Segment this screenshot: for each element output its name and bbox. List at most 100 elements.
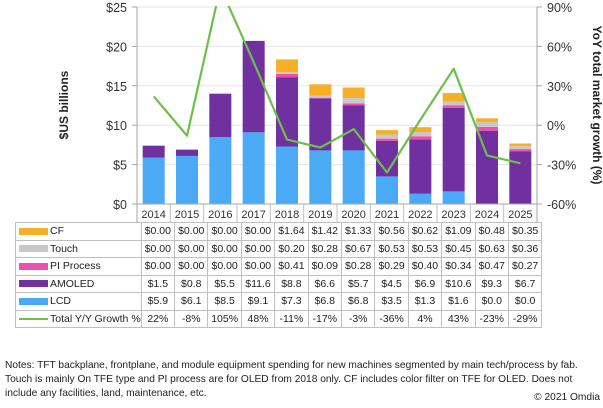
bar-amoled <box>309 98 332 151</box>
table-cell: $9.1 <box>240 292 276 311</box>
table-cell: $0.41 <box>274 257 309 276</box>
table-cell: $5.9 <box>140 292 176 311</box>
bar-amoled <box>442 107 465 192</box>
bar-pi-process <box>376 138 398 141</box>
table-cell: $6.8 <box>340 292 376 311</box>
bar-lcd <box>409 193 432 204</box>
table-cell: $10.6 <box>441 274 476 293</box>
y2-axis-title: YoY total market growth (%) <box>590 26 603 185</box>
bar-pi-process <box>409 136 432 140</box>
table-cell: $11.6 <box>240 274 276 293</box>
bar-lcd <box>176 155 198 204</box>
growth-line-path <box>152 6 521 174</box>
table-cell: $4.5 <box>374 274 409 293</box>
table-cell: 48% <box>240 309 276 328</box>
table-cell: $0.00 <box>240 257 276 276</box>
table-cell: $1.09 <box>441 222 476 241</box>
axes: $0 $5 $10 $15 $20 $25 -60% -30% 0% 30% 60% 90% 2014 2… <box>106 1 576 222</box>
table-cell: $7.3 <box>274 292 309 311</box>
legend-label: LCD <box>50 295 72 308</box>
table-cell: $0.53 <box>374 239 409 258</box>
table-cell: -36% <box>374 309 409 328</box>
table-cell: $0.0 <box>507 292 543 311</box>
table-cell: $5.7 <box>340 274 376 293</box>
x-tick-label: 2016 <box>208 209 232 221</box>
table-cell: $0.48 <box>474 222 509 241</box>
bar-amoled <box>509 151 532 204</box>
table-cell: $9.3 <box>474 274 509 293</box>
bar-touch <box>509 146 532 150</box>
table-cell: 22% <box>140 309 176 328</box>
legend-label: Touch <box>50 242 79 255</box>
legend-label: PI Process <box>50 260 101 273</box>
data-table: CF $0.00 $0.00 $0.00 $0.00 $1.64 $1.42 $1.33 $0.… <box>15 222 543 328</box>
bar-cf <box>476 118 498 123</box>
bar-touch <box>476 122 498 128</box>
table-cell: $1.5 <box>140 274 176 293</box>
bar-touch <box>276 72 298 74</box>
notes: Notes: TFT backplane, frontplane, and mo… <box>5 360 578 399</box>
table-cell: $0.00 <box>140 239 176 258</box>
table-cell: $0.00 <box>140 222 176 241</box>
bar-amoled <box>142 145 165 158</box>
table-cell: 43% <box>441 309 476 328</box>
legend-swatch <box>19 262 48 270</box>
table-cell: $3.5 <box>374 292 409 311</box>
table-cell: $0.34 <box>441 257 476 276</box>
table-cell: $0.00 <box>207 257 242 276</box>
bar-lcd <box>309 150 332 204</box>
y-axis-title: $US billions <box>57 70 71 139</box>
x-tick-label: 2024 <box>475 209 499 221</box>
x-tick-label: 2020 <box>341 209 365 221</box>
table-cell: -23% <box>474 309 509 328</box>
y-tick-label: $10 <box>106 119 127 133</box>
table-cell: -3% <box>340 309 376 328</box>
legend-swatch <box>19 245 48 253</box>
bar-amoled <box>242 40 265 133</box>
bar-touch <box>409 132 432 137</box>
legend-swatch <box>19 280 48 288</box>
table-cell: $0.00 <box>174 239 209 258</box>
table-row: PI Process $0.00 $0.00 $0.00 $0.00 $0.41 $0.09… <box>15 257 543 276</box>
bar-pi-process <box>342 103 365 106</box>
y2-tick-label: -30% <box>547 159 576 173</box>
table-cell: -29% <box>507 309 543 328</box>
table-cell: $0.62 <box>407 222 443 241</box>
bar-cf <box>309 84 332 96</box>
legend-entry: PI Process <box>15 257 142 276</box>
table-cell: $5.5 <box>207 274 242 293</box>
bar-cf <box>376 130 398 135</box>
legend-entry: Total Y/Y Growth % <box>15 309 142 328</box>
table-row: Total Y/Y Growth % 22% -8% 105% 48% -11% -17% -… <box>15 309 543 328</box>
table-cell: $1.64 <box>274 222 309 241</box>
bar-touch <box>342 98 365 104</box>
bar-pi-process <box>276 73 298 78</box>
x-tick-label: 2019 <box>308 209 332 221</box>
table-cell: $6.9 <box>407 274 443 293</box>
y-tick-label: $20 <box>106 40 127 54</box>
table-cell: 105% <box>207 309 242 328</box>
bar-lcd <box>242 132 265 204</box>
table-cell: 4% <box>407 309 443 328</box>
legend-entry: AMOLED <box>15 274 142 293</box>
legend-label: AMOLED <box>50 277 95 290</box>
table-cell: $0.45 <box>441 239 476 258</box>
table-cell: -8% <box>174 309 209 328</box>
y2-tick-label: 30% <box>547 80 572 94</box>
table-cell: $0.00 <box>140 257 176 276</box>
y2-tick-label: 0% <box>547 119 565 133</box>
bar-touch <box>442 101 465 106</box>
bar-pi-process <box>476 127 498 131</box>
y-tick-label: $15 <box>106 80 127 94</box>
table-cell: $0.00 <box>174 257 209 276</box>
table-cell: $0.00 <box>207 222 242 241</box>
table-cell: $0.00 <box>240 222 276 241</box>
bar-lcd <box>142 157 165 204</box>
table-cell: $1.42 <box>307 222 343 241</box>
table-cell: $8.5 <box>207 292 242 311</box>
table-cell: $6.1 <box>174 292 209 311</box>
y-tick-label: $0 <box>113 198 127 212</box>
gridlines <box>137 6 537 166</box>
bar-lcd <box>342 150 365 204</box>
table-cell: $6.6 <box>307 274 343 293</box>
